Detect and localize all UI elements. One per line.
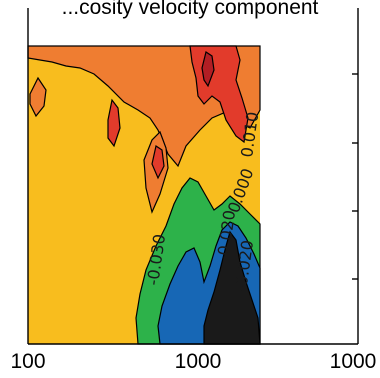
region-positive-max bbox=[201, 51, 215, 88]
axis-ticks bbox=[352, 73, 358, 280]
region-positive-strong-island bbox=[107, 98, 121, 148]
x-tick-label: 1000 bbox=[330, 350, 377, 373]
x-tick-labels: 100 1000 1000 bbox=[10, 350, 376, 373]
region-positive-strong-island bbox=[151, 145, 165, 180]
region-negative-max bbox=[203, 230, 261, 345]
x-tick-label: 100 bbox=[10, 350, 45, 373]
x-tick-label: 1000 bbox=[175, 350, 222, 373]
contour-fill-regions bbox=[27, 45, 261, 345]
region-positive-weak-island bbox=[29, 76, 47, 118]
chart-title: ...cosity velocity component bbox=[62, 0, 319, 19]
plot-frame bbox=[27, 8, 359, 345]
